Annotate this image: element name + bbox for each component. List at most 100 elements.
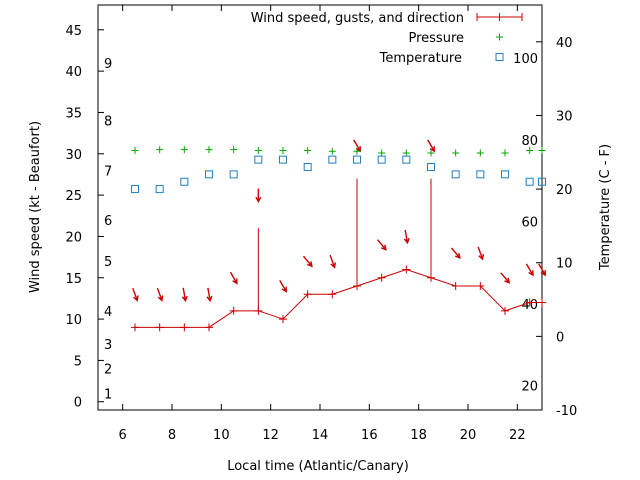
plot-frame — [97, 4, 543, 411]
legend-swatch-wind-marks — [476, 13, 523, 21]
y-right-tick-label: -10 — [556, 404, 577, 419]
beaufort-label: 2 — [104, 363, 112, 378]
y-right-tick-label: 20 — [556, 183, 573, 198]
temperature-point — [402, 155, 411, 164]
wind-speed-point — [451, 282, 460, 291]
temperature-point — [328, 155, 337, 164]
wind-direction-arrow — [525, 263, 534, 277]
y-left-tick-label: 20 — [65, 230, 82, 245]
temperature-point — [254, 155, 263, 164]
beaufort-label: 4 — [104, 305, 112, 320]
series — [131, 139, 546, 332]
wind-speed-point — [303, 290, 312, 299]
wind-speed-point — [353, 282, 361, 291]
pressure-point — [230, 146, 238, 154]
temperature-point — [155, 185, 164, 194]
temperature-point — [303, 163, 312, 171]
wind-direction-arrow — [477, 246, 485, 261]
pressure-point — [304, 146, 312, 154]
wind-speed-point — [254, 306, 263, 315]
wind-direction-arrow — [156, 287, 164, 302]
y-left-tick-label: 0 — [74, 396, 82, 411]
wind-speed-point — [155, 323, 164, 332]
x-tick-label: 12 — [262, 428, 279, 443]
wind-direction-arrow — [132, 287, 139, 302]
temperature-point — [427, 163, 435, 171]
wind-speed-point — [377, 273, 386, 282]
x-tick-label: 20 — [460, 428, 477, 443]
pressure-point — [254, 146, 262, 154]
y-left-tick-label: 25 — [65, 189, 82, 204]
wind-direction-arrow — [229, 271, 238, 285]
wind-speed-point — [427, 273, 435, 282]
legend: Wind speed, gusts, and direction Pressure… — [251, 11, 523, 66]
temperature-point — [279, 155, 287, 164]
temperature-point — [501, 170, 509, 179]
wind-direction-arrow — [206, 287, 213, 303]
axes: 6 8 10 12 14 16 18 20 22051015202530354045-10010… — [65, 4, 577, 443]
wind-speed-point — [180, 323, 189, 332]
wind-direction-arrow — [403, 229, 410, 245]
wind-speed-point — [229, 306, 238, 315]
wind-direction-arrow — [329, 254, 337, 269]
wind-speed-point — [525, 298, 534, 307]
wind-speed-point — [476, 282, 485, 291]
wind-direction-arrow — [500, 272, 511, 284]
beaufort-label: 1 — [104, 387, 112, 402]
pressure-point — [501, 149, 509, 157]
pressure-point — [427, 149, 435, 157]
pressure-point — [180, 146, 188, 154]
fahrenheit-label: 100 — [513, 52, 538, 67]
temperature-point — [353, 155, 361, 164]
wind-speed-point — [402, 265, 411, 274]
pressure-point — [452, 149, 460, 157]
y-left-tick-label: 40 — [65, 65, 82, 80]
y-axis-left-label: Wind speed (kt - Beaufort) — [28, 121, 43, 293]
temperature-point — [451, 170, 460, 179]
legend-label-temperature: Temperature — [379, 51, 462, 66]
temperature-point — [131, 185, 139, 194]
fahrenheit-label: 80 — [521, 134, 538, 149]
legend-swatch-temperature — [495, 53, 504, 61]
legend-label-pressure: Pressure — [408, 31, 464, 46]
wind-speed-point — [131, 323, 139, 332]
pressure-point — [526, 146, 534, 154]
wind-direction-arrow — [450, 247, 461, 260]
wind-direction-arrow — [302, 255, 313, 268]
pressure-point — [156, 146, 164, 154]
beaufort-label: 3 — [104, 338, 112, 353]
wind-direction-arrow — [255, 188, 262, 204]
x-tick-label: 10 — [213, 428, 230, 443]
pressure-point — [279, 146, 287, 154]
wind-direction-arrow — [181, 287, 188, 303]
x-axis-label: Local time (Atlantic/Canary) — [227, 459, 409, 474]
beaufort-label: 6 — [104, 214, 112, 229]
temperature-point — [525, 177, 534, 186]
x-tick-label: 16 — [361, 428, 378, 443]
wind-speed-point — [538, 298, 546, 307]
x-tick-label: 8 — [168, 428, 176, 443]
wind-direction-arrow — [279, 280, 287, 293]
wind-direction-arrow — [376, 239, 387, 251]
temperature-point — [180, 177, 189, 186]
temperature-point — [377, 155, 386, 164]
wind-direction-arrow — [538, 263, 546, 277]
beaufort-label: 7 — [104, 164, 112, 179]
legend-label-wind: Wind speed, gusts, and direction — [251, 11, 464, 26]
wind-speed-point — [205, 323, 213, 332]
beaufort-label: 8 — [104, 115, 112, 130]
pressure-point — [328, 147, 336, 155]
y-left-tick-label: 45 — [65, 24, 82, 39]
fahrenheit-label: 20 — [521, 380, 538, 395]
legend-swatch-pressure — [496, 33, 503, 41]
y-left-tick-label: 10 — [65, 313, 82, 328]
x-tick-label: 6 — [119, 428, 127, 443]
y-right-tick-label: 40 — [556, 36, 573, 51]
wind-speed-point — [328, 290, 337, 299]
y-left-tick-label: 35 — [65, 106, 82, 121]
temperature-point — [205, 170, 213, 179]
pressure-point — [205, 146, 213, 154]
x-tick-label: 22 — [509, 428, 526, 443]
y-right-tick-label: 10 — [556, 257, 573, 272]
wind-speed-point — [279, 315, 287, 324]
